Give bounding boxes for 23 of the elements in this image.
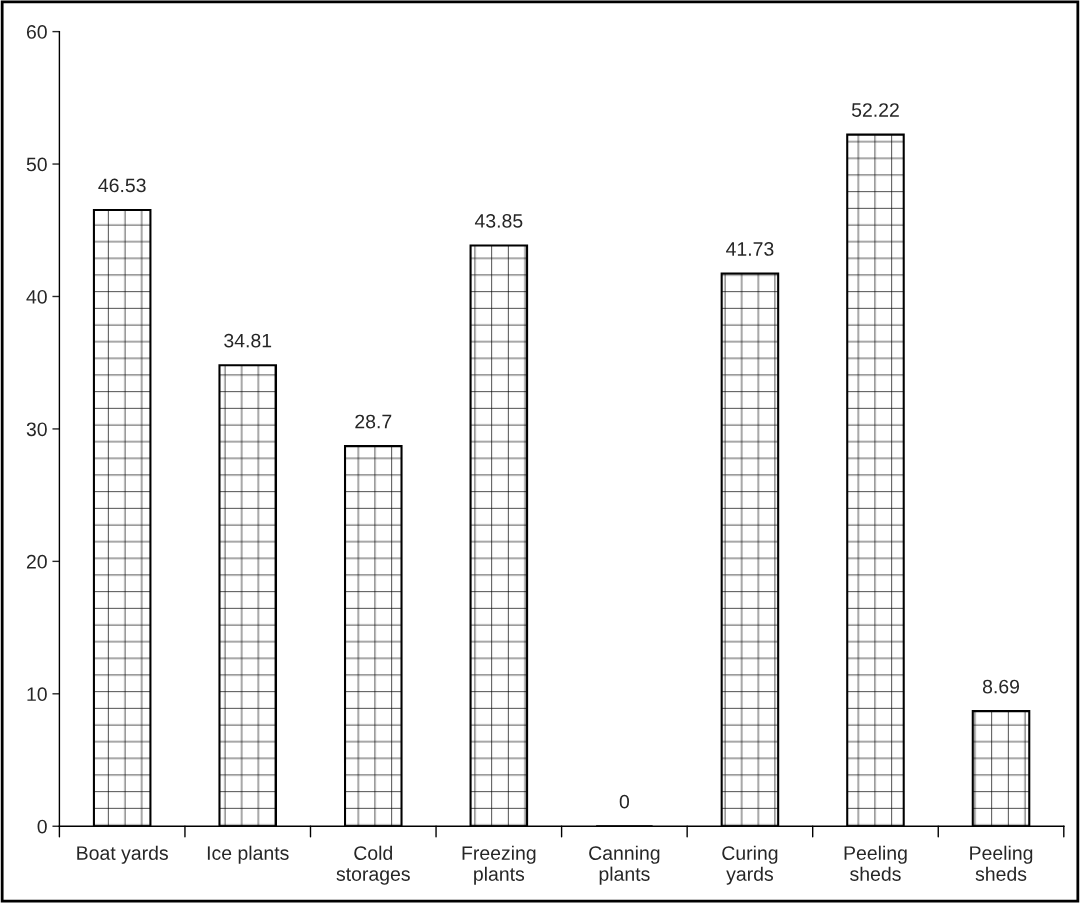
data-label: 34.81 [224, 333, 272, 348]
x-tick-label: Freezing plants [462, 845, 536, 885]
x-tick-label: Peeling sheds [844, 845, 907, 881]
data-label: 8.69 [982, 679, 1020, 694]
data-label: 0 [619, 794, 630, 809]
y-tick-label: 50 [26, 157, 47, 172]
y-tick-label: 60 [26, 25, 47, 39]
data-label: 43.85 [474, 213, 523, 228]
y-tick-label: 0 [37, 819, 47, 834]
y-tick-label: 40 [26, 289, 47, 304]
y-tick-label: 20 [26, 554, 47, 569]
y-tick-label: 10 [27, 687, 47, 702]
data-label: 41.73 [726, 242, 774, 256]
data-label: 28.7 [355, 414, 392, 429]
x-tick-label: Cold storages [336, 845, 410, 885]
x-tick-label: Ice plants [207, 845, 289, 864]
x-tick-label: Boat yards [77, 845, 168, 864]
x-tick-label: Peeling sheds [970, 845, 1033, 881]
x-tick-label: Curing yards [722, 845, 778, 885]
y-tick-label: 30 [26, 422, 47, 437]
x-tick-label: Canning plants [589, 845, 660, 885]
data-label: 52.22 [851, 103, 899, 117]
data-label: 46.53 [98, 178, 146, 193]
